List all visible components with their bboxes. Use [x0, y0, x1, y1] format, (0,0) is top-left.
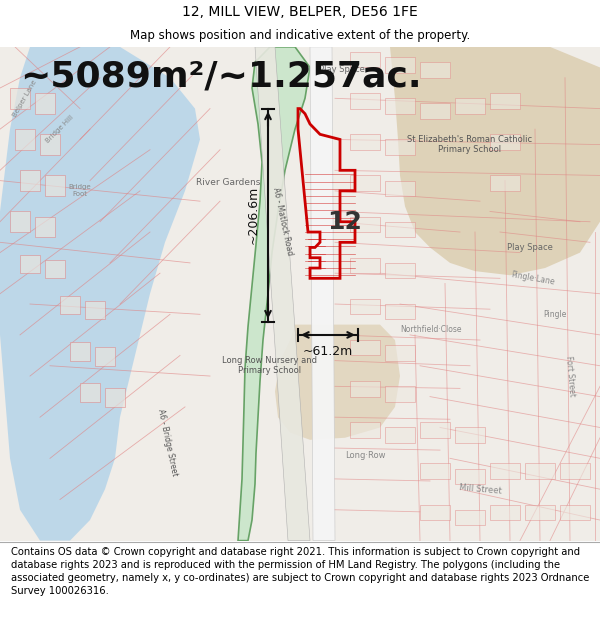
Bar — [420, 464, 450, 479]
Bar — [525, 464, 555, 479]
Bar — [35, 93, 55, 114]
Bar — [60, 296, 80, 314]
Text: Long Row Nursery and
Primary School: Long Row Nursery and Primary School — [223, 356, 317, 376]
Bar — [10, 88, 30, 109]
Bar — [560, 504, 590, 520]
Bar — [490, 176, 520, 191]
Bar — [20, 170, 40, 191]
Text: Fort Street: Fort Street — [564, 355, 576, 397]
Text: ~206.6m: ~206.6m — [247, 186, 260, 244]
Bar — [385, 386, 415, 402]
Bar — [420, 504, 450, 520]
Polygon shape — [0, 47, 200, 541]
Bar — [420, 422, 450, 437]
Bar — [385, 139, 415, 155]
Bar — [490, 504, 520, 520]
Bar — [385, 428, 415, 443]
Polygon shape — [390, 47, 600, 275]
Bar — [45, 176, 65, 196]
Text: Play Space: Play Space — [319, 65, 365, 74]
Bar — [350, 93, 380, 109]
Text: Mill Street: Mill Street — [458, 483, 502, 496]
Bar — [385, 222, 415, 237]
Text: Northfield·Close: Northfield·Close — [400, 325, 461, 334]
Text: Belper Lane: Belper Lane — [12, 79, 38, 118]
Text: Contains OS data © Crown copyright and database right 2021. This information is : Contains OS data © Crown copyright and d… — [11, 546, 589, 596]
Polygon shape — [310, 47, 335, 541]
Bar — [15, 129, 35, 150]
Bar — [350, 299, 380, 314]
Bar — [350, 381, 380, 397]
Bar — [385, 263, 415, 278]
Bar — [385, 181, 415, 196]
Bar — [385, 98, 415, 114]
Text: Long·Row: Long·Row — [345, 451, 385, 460]
Text: Pingle: Pingle — [544, 310, 566, 319]
Bar — [10, 211, 30, 232]
Bar — [455, 98, 485, 114]
Polygon shape — [275, 324, 400, 440]
Bar — [80, 383, 100, 402]
Bar — [45, 260, 65, 278]
Text: Pingle·Lane: Pingle·Lane — [510, 270, 555, 287]
Bar — [350, 176, 380, 191]
Text: ~61.2m: ~61.2m — [303, 345, 353, 358]
Text: Map shows position and indicative extent of the property.: Map shows position and indicative extent… — [130, 29, 470, 42]
Bar — [490, 93, 520, 109]
Text: 12: 12 — [328, 210, 362, 234]
Bar — [455, 469, 485, 484]
Polygon shape — [255, 47, 310, 541]
Bar — [20, 254, 40, 273]
Bar — [455, 428, 485, 443]
Bar — [420, 62, 450, 78]
Bar — [385, 57, 415, 72]
Text: St Elizabeth's Roman Catholic
Primary School: St Elizabeth's Roman Catholic Primary Sc… — [407, 135, 533, 154]
Bar — [350, 134, 380, 150]
Text: River Gardens: River Gardens — [196, 178, 260, 187]
Bar — [350, 258, 380, 273]
Bar — [385, 304, 415, 319]
Text: Play Space: Play Space — [507, 243, 553, 252]
Bar — [70, 342, 90, 361]
Bar — [350, 52, 380, 68]
Bar — [420, 104, 450, 119]
Bar — [490, 134, 520, 150]
Bar — [35, 217, 55, 237]
Text: A6 - Matlock Road: A6 - Matlock Road — [271, 187, 295, 256]
Text: Bridge Hill: Bridge Hill — [45, 114, 75, 144]
Bar — [525, 504, 555, 520]
Bar — [385, 345, 415, 361]
Bar — [350, 340, 380, 356]
Polygon shape — [238, 47, 310, 541]
Bar — [490, 464, 520, 479]
Bar — [350, 422, 380, 437]
Bar — [350, 217, 380, 232]
Text: ~5089m²/~1.257ac.: ~5089m²/~1.257ac. — [20, 59, 421, 93]
Bar — [560, 464, 590, 479]
Bar — [105, 388, 125, 407]
Bar — [85, 301, 105, 319]
Bar — [455, 510, 485, 525]
Bar — [95, 348, 115, 366]
Text: Bridge
Foot: Bridge Foot — [68, 184, 91, 198]
Bar — [40, 134, 60, 155]
Text: A6 - Bridge Street: A6 - Bridge Street — [157, 409, 179, 478]
Text: 12, MILL VIEW, BELPER, DE56 1FE: 12, MILL VIEW, BELPER, DE56 1FE — [182, 5, 418, 19]
